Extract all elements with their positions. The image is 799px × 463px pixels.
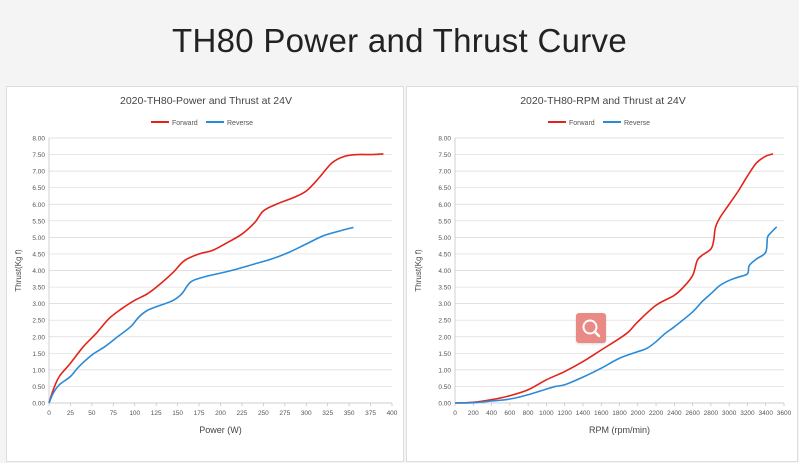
y-tick-label: 0.00: [32, 401, 45, 408]
x-tick-label: 1800: [612, 410, 627, 417]
y-tick-label: 1.00: [32, 367, 45, 374]
x-tick-label: 2000: [631, 410, 646, 417]
chart-title: 2020-TH80-Power and Thrust at 24V: [120, 95, 292, 107]
y-tick-label: 0.00: [438, 401, 451, 408]
y-tick-label: 1.00: [438, 367, 451, 374]
legend-label-forward: Forward: [172, 120, 198, 127]
rpm-thrust-chart: 2020-TH80-RPM and Thrust at 24V Forward Re…: [414, 95, 792, 435]
y-tick-label: 7.00: [32, 169, 45, 176]
x-axis-title: RPM (rpm/min): [589, 425, 650, 435]
y-tick-label: 2.50: [438, 318, 451, 325]
x-tick-label: 300: [301, 410, 312, 417]
page-title: TH80 Power and Thrust Curve: [171, 22, 628, 59]
x-tick-label: 0: [47, 410, 51, 417]
y-tick-label: 5.00: [32, 235, 45, 242]
x-tick-label: 1200: [557, 410, 572, 417]
x-tick-label: 275: [279, 410, 290, 417]
y-tick-label: 3.00: [438, 301, 451, 308]
legend-label-reverse: Reverse: [624, 120, 650, 127]
zoom-in-icon: [582, 319, 601, 338]
x-tick-label: 325: [322, 410, 333, 417]
chart-panel-power: 2020-TH80-Power and Thrust at 24V Forward…: [6, 86, 404, 462]
x-tick-label: 3400: [758, 410, 773, 417]
chart-legend: Forward Reverse: [151, 120, 253, 127]
x-tick-label: 2200: [649, 410, 664, 417]
y-axis-title: Thrust(Kg f): [414, 249, 423, 292]
y-tick-label: 5.50: [438, 218, 451, 225]
y-tick-label: 2.00: [32, 334, 45, 341]
y-tick-label: 5.50: [32, 218, 45, 225]
x-tick-label: 25: [67, 410, 75, 417]
x-tick-label: 100: [129, 410, 140, 417]
x-tick-label: 3200: [740, 410, 755, 417]
power-thrust-chart: 2020-TH80-Power and Thrust at 24V Forward…: [14, 95, 398, 435]
x-tick-label: 1000: [539, 410, 554, 417]
x-tick-label: 75: [110, 410, 118, 417]
x-tick-label: 800: [523, 410, 534, 417]
y-tick-label: 7.00: [438, 169, 451, 176]
x-tick-label: 200: [468, 410, 479, 417]
y-tick-label: 4.50: [32, 251, 45, 258]
x-tick-label: 375: [365, 410, 376, 417]
chart-legend: Forward Reverse: [548, 120, 650, 127]
x-tick-label: 600: [504, 410, 515, 417]
y-tick-label: 6.50: [32, 185, 45, 192]
x-tick-label: 3000: [722, 410, 737, 417]
x-tick-label: 250: [258, 410, 269, 417]
x-tick-label: 350: [344, 410, 355, 417]
y-tick-label: 8.00: [32, 136, 45, 143]
x-tick-label: 2800: [704, 410, 719, 417]
y-tick-label: 3.50: [32, 285, 45, 292]
zoom-button[interactable]: [576, 313, 606, 343]
y-tick-label: 4.50: [438, 251, 451, 258]
series-line-reverse: [48, 226, 354, 404]
y-tick-label: 0.50: [438, 384, 451, 391]
x-tick-label: 200: [215, 410, 226, 417]
x-tick-label: 175: [194, 410, 205, 417]
x-tick-label: 400: [387, 410, 398, 417]
x-tick-label: 1400: [576, 410, 591, 417]
x-tick-label: 225: [237, 410, 248, 417]
y-tick-label: 3.00: [32, 301, 45, 308]
series-line-forward: [48, 153, 384, 404]
x-tick-label: 50: [88, 410, 96, 417]
y-tick-label: 1.50: [32, 351, 45, 358]
legend-label-forward: Forward: [569, 120, 595, 127]
x-tick-label: 150: [172, 410, 183, 417]
y-tick-label: 2.00: [438, 334, 451, 341]
y-tick-label: 3.50: [438, 285, 451, 292]
y-tick-label: 6.00: [438, 202, 451, 209]
x-tick-label: 400: [486, 410, 497, 417]
y-tick-label: 4.00: [32, 268, 45, 275]
y-tick-label: 1.50: [438, 351, 451, 358]
series-line-reverse: [454, 226, 778, 404]
series-line-forward: [454, 153, 774, 404]
chart-title: 2020-TH80-RPM and Thrust at 24V: [520, 95, 686, 107]
x-tick-label: 2400: [667, 410, 682, 417]
chart-panel-rpm: 2020-TH80-RPM and Thrust at 24V Forward Re…: [406, 86, 798, 462]
x-tick-label: 1600: [594, 410, 609, 417]
y-tick-label: 5.00: [438, 235, 451, 242]
y-tick-label: 7.50: [438, 152, 451, 159]
y-tick-label: 7.50: [32, 152, 45, 159]
y-tick-label: 2.50: [32, 318, 45, 325]
x-tick-label: 3600: [777, 410, 792, 417]
x-tick-label: 0: [453, 410, 457, 417]
y-tick-label: 0.50: [32, 384, 45, 391]
y-tick-label: 8.00: [438, 136, 451, 143]
y-tick-label: 6.50: [438, 185, 451, 192]
x-tick-label: 125: [151, 410, 162, 417]
y-axis-title: Thrust(Kg f): [14, 249, 23, 292]
y-tick-label: 6.00: [32, 202, 45, 209]
legend-label-reverse: Reverse: [227, 120, 253, 127]
y-tick-label: 4.00: [438, 268, 451, 275]
x-axis-title: Power (W): [199, 425, 242, 435]
x-tick-label: 2600: [685, 410, 700, 417]
